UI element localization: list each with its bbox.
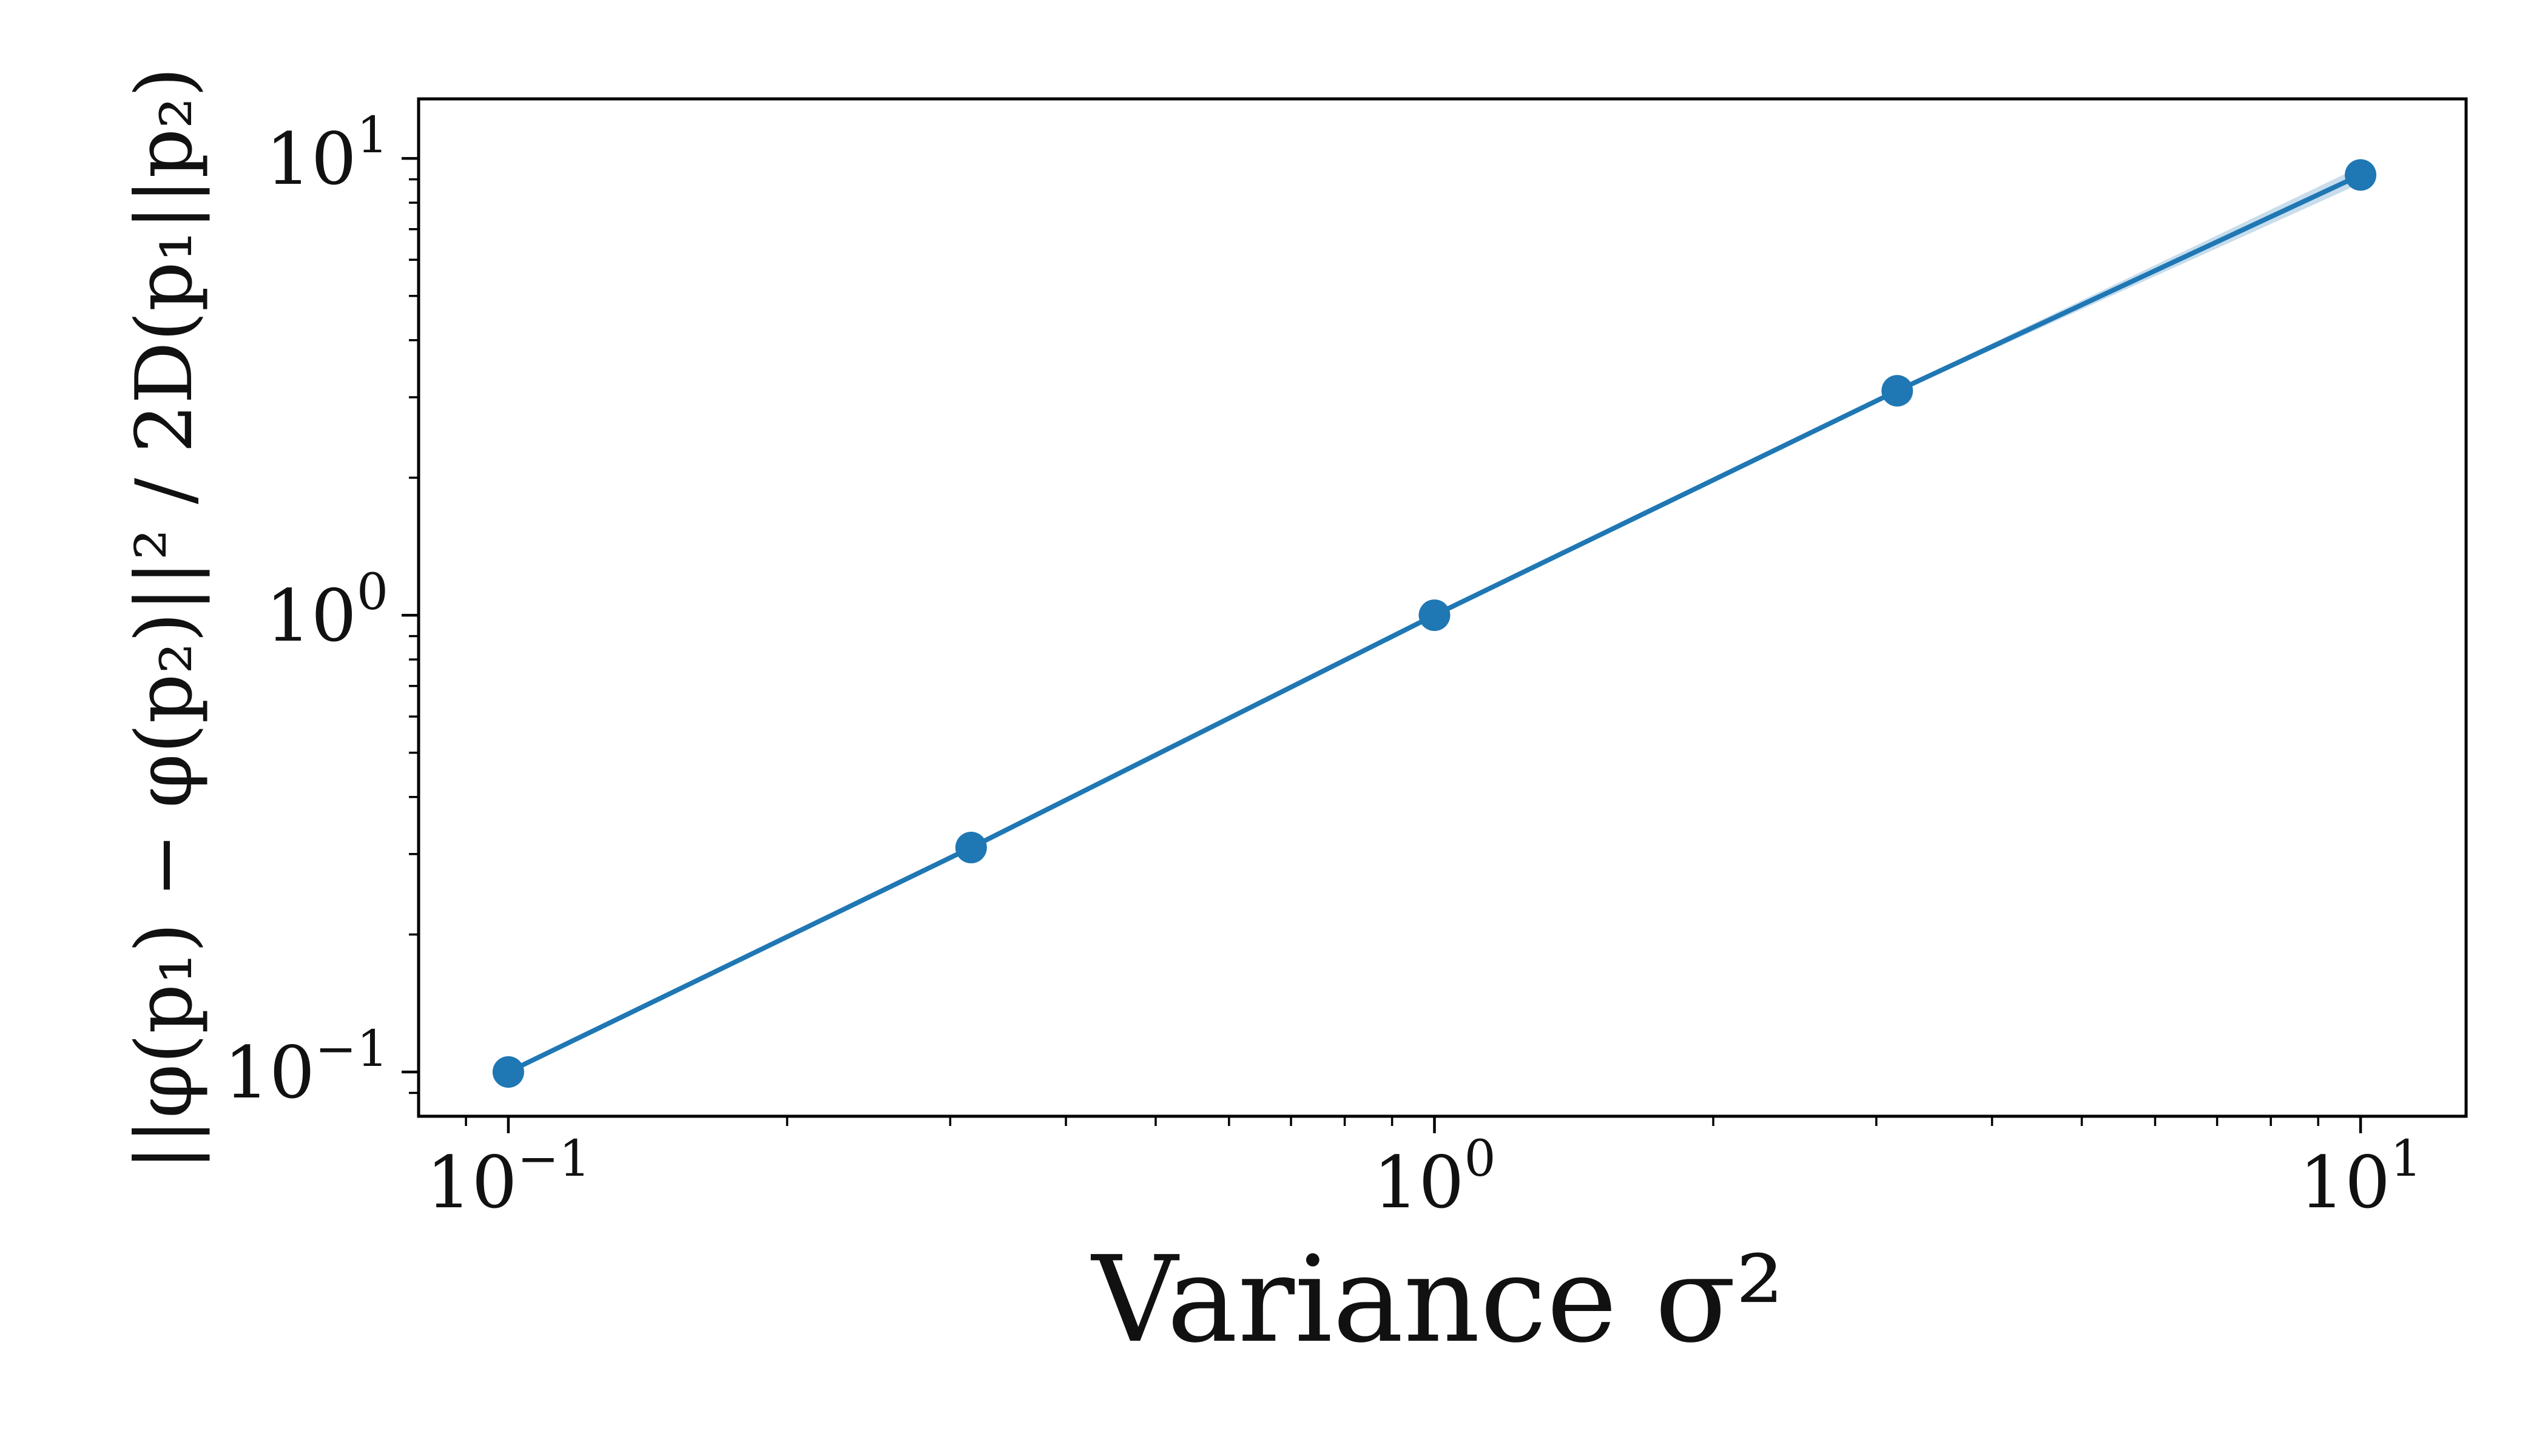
x-tick-label-base: 10 bbox=[1373, 1141, 1464, 1224]
y-tick-label-base: 10 bbox=[266, 117, 357, 201]
x-tick-label-exponent: 0 bbox=[1464, 1130, 1495, 1188]
x-tick-label-exponent: 1 bbox=[2390, 1130, 2422, 1188]
x-tick-label: 101 bbox=[2299, 1130, 2422, 1224]
x-axis-label: Variance σ² bbox=[1091, 1231, 1784, 1369]
x-tick-label-base: 10 bbox=[426, 1141, 517, 1224]
x-tick-label-exponent: −1 bbox=[517, 1130, 591, 1188]
data-point bbox=[1418, 599, 1451, 632]
y-tick-label-base: 10 bbox=[224, 1031, 315, 1114]
x-tick-label: 100 bbox=[1373, 1130, 1495, 1224]
x-tick-label-base: 10 bbox=[2299, 1141, 2390, 1224]
data-point bbox=[1881, 375, 1913, 407]
minor-ticks bbox=[409, 178, 2319, 1126]
y-tick-label-exponent: −1 bbox=[315, 1020, 388, 1078]
x-tick-label: 10−1 bbox=[426, 1130, 590, 1224]
y-tick-label: 10−1 bbox=[224, 1020, 388, 1114]
y-tick-label-exponent: 1 bbox=[357, 107, 388, 164]
data-point bbox=[2345, 159, 2377, 191]
plot-frame bbox=[417, 97, 2468, 1118]
y-tick-label-base: 10 bbox=[266, 574, 357, 658]
data-point bbox=[955, 832, 987, 864]
y-tick-label: 100 bbox=[266, 564, 388, 658]
y-tick-label-exponent: 0 bbox=[357, 564, 388, 621]
y-axis-label: ||φ(p₁) − φ(p₂)||² / 2D(p₁||p₂) bbox=[120, 67, 210, 1170]
x-axis-label-text: Variance σ² bbox=[1091, 1231, 1784, 1369]
y-tick-label: 101 bbox=[266, 107, 388, 201]
data-point bbox=[492, 1056, 524, 1088]
y-axis-label-text: ||φ(p₁) − φ(p₂)||² / 2D(p₁||p₂) bbox=[120, 67, 210, 1170]
major-ticks bbox=[402, 157, 2362, 1133]
series-layer bbox=[492, 159, 2377, 1088]
